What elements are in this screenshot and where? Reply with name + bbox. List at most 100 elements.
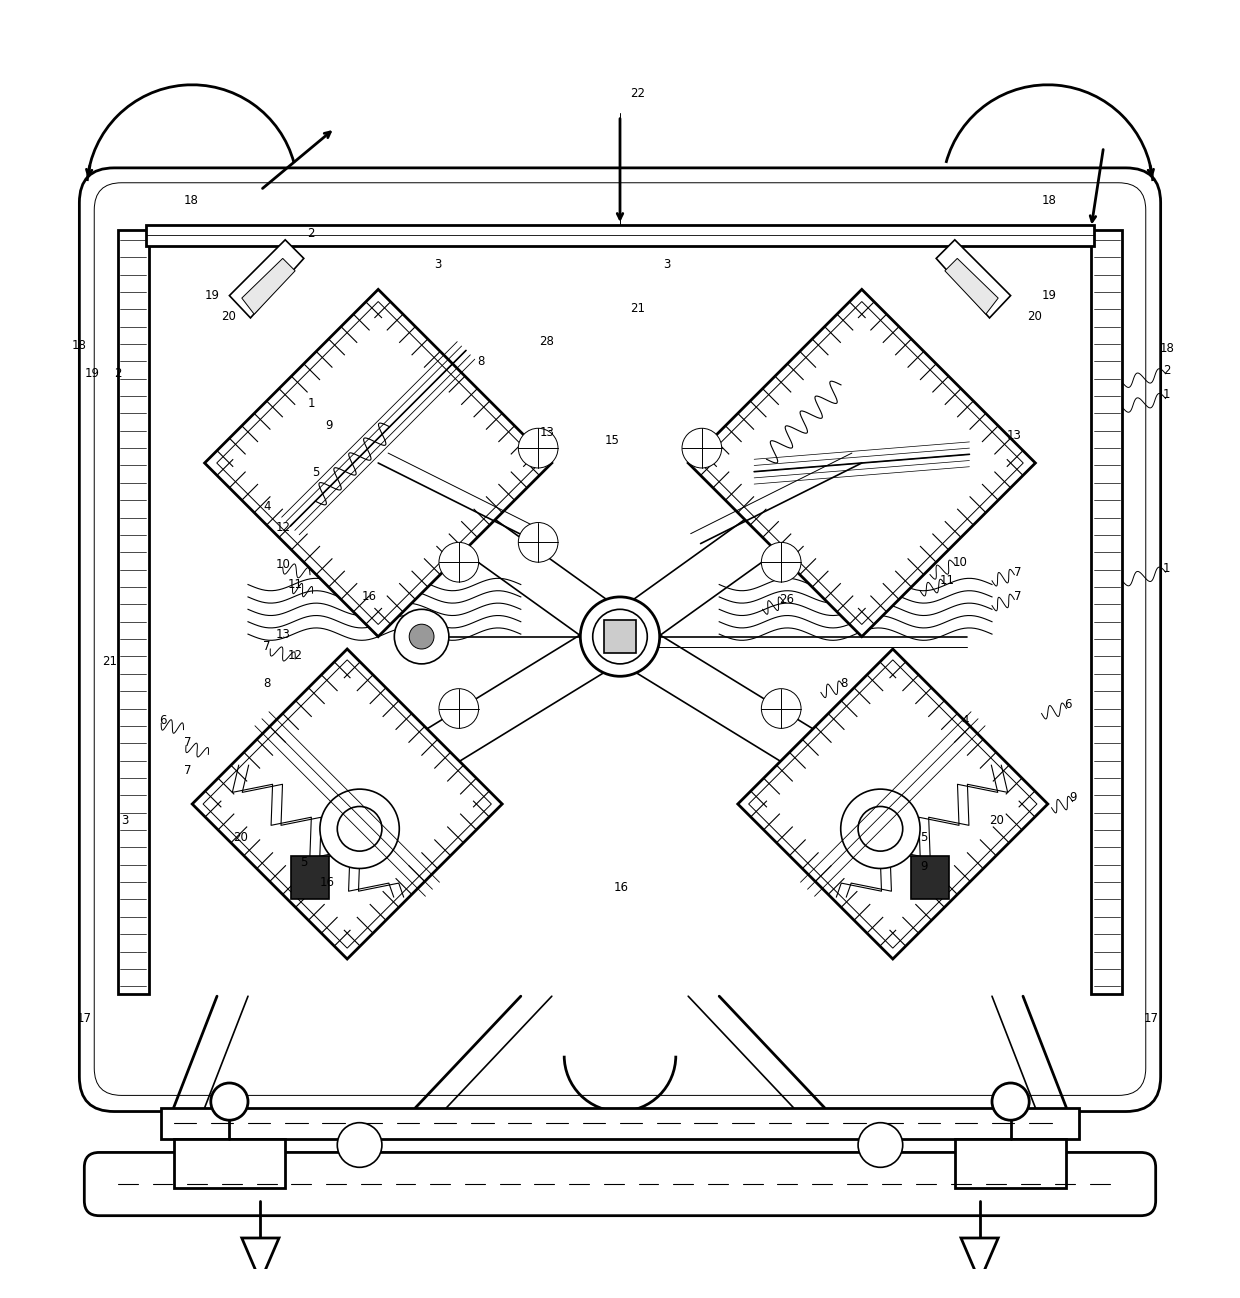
Polygon shape xyxy=(608,445,874,654)
Text: 18: 18 xyxy=(184,193,198,206)
Text: 10: 10 xyxy=(275,558,290,571)
Text: 17: 17 xyxy=(77,1012,92,1025)
Text: 11: 11 xyxy=(288,578,303,591)
Polygon shape xyxy=(955,1138,1066,1189)
Text: 26: 26 xyxy=(779,593,794,606)
Circle shape xyxy=(518,428,558,469)
Circle shape xyxy=(518,523,558,562)
Polygon shape xyxy=(242,258,295,314)
Text: 9: 9 xyxy=(920,859,928,872)
Text: 20: 20 xyxy=(1027,310,1042,323)
Polygon shape xyxy=(205,289,552,636)
Circle shape xyxy=(439,543,479,582)
Text: 12: 12 xyxy=(288,649,303,662)
Text: 1: 1 xyxy=(308,397,315,410)
Text: 1: 1 xyxy=(1163,388,1171,401)
Text: 19: 19 xyxy=(84,367,99,380)
Text: 8: 8 xyxy=(841,678,848,691)
Text: 16: 16 xyxy=(320,876,335,889)
Text: 9: 9 xyxy=(1069,792,1076,805)
Polygon shape xyxy=(911,857,949,900)
Text: 3: 3 xyxy=(122,814,129,827)
Text: 20: 20 xyxy=(233,831,248,844)
Text: 12: 12 xyxy=(275,520,290,533)
Text: 21: 21 xyxy=(630,301,645,314)
Text: 4: 4 xyxy=(961,714,968,727)
Polygon shape xyxy=(161,1107,1079,1138)
Text: 5: 5 xyxy=(312,466,320,479)
FancyBboxPatch shape xyxy=(79,167,1161,1111)
Circle shape xyxy=(320,789,399,868)
Text: 21: 21 xyxy=(102,655,117,668)
Circle shape xyxy=(211,1083,248,1120)
Text: 15: 15 xyxy=(605,434,620,448)
Polygon shape xyxy=(961,1238,998,1281)
Text: 5: 5 xyxy=(920,831,928,844)
Text: 18: 18 xyxy=(72,339,87,352)
Text: 19: 19 xyxy=(1042,289,1056,302)
Polygon shape xyxy=(936,240,1011,318)
Polygon shape xyxy=(291,857,329,900)
Polygon shape xyxy=(242,1238,279,1281)
Text: 16: 16 xyxy=(362,591,377,604)
Circle shape xyxy=(409,624,434,649)
Text: 7: 7 xyxy=(1014,566,1022,579)
Text: 6: 6 xyxy=(1064,698,1071,711)
Text: 2: 2 xyxy=(308,227,315,240)
Text: 7: 7 xyxy=(263,640,270,653)
Polygon shape xyxy=(229,240,304,318)
Text: 22: 22 xyxy=(630,87,645,100)
Text: 8: 8 xyxy=(477,354,485,367)
Text: 11: 11 xyxy=(940,574,955,587)
Text: 20: 20 xyxy=(990,814,1004,827)
Text: 1: 1 xyxy=(1163,562,1171,575)
Text: 13: 13 xyxy=(1007,430,1022,443)
Circle shape xyxy=(858,1123,903,1167)
Circle shape xyxy=(682,428,722,469)
Circle shape xyxy=(761,543,801,582)
Polygon shape xyxy=(336,618,631,823)
Polygon shape xyxy=(738,649,1048,959)
Text: 5: 5 xyxy=(300,855,308,868)
Circle shape xyxy=(841,789,920,868)
FancyBboxPatch shape xyxy=(84,1153,1156,1216)
Polygon shape xyxy=(366,445,632,654)
Text: 19: 19 xyxy=(205,289,219,302)
Circle shape xyxy=(992,1083,1029,1120)
Circle shape xyxy=(337,806,382,851)
Text: 2: 2 xyxy=(1163,363,1171,376)
Polygon shape xyxy=(1091,230,1122,994)
Circle shape xyxy=(439,689,479,728)
Polygon shape xyxy=(688,289,1035,636)
Text: 9: 9 xyxy=(325,419,332,432)
Circle shape xyxy=(394,609,449,663)
Text: 13: 13 xyxy=(275,628,290,641)
Polygon shape xyxy=(174,1138,285,1189)
Text: 3: 3 xyxy=(434,258,441,271)
Circle shape xyxy=(858,806,903,851)
Text: 8: 8 xyxy=(263,678,270,691)
Text: 3: 3 xyxy=(663,258,671,271)
Text: 7: 7 xyxy=(184,736,191,749)
Polygon shape xyxy=(945,258,998,314)
Text: 17: 17 xyxy=(1143,1012,1158,1025)
Polygon shape xyxy=(146,225,1094,247)
Text: 10: 10 xyxy=(952,556,967,569)
Text: 28: 28 xyxy=(539,335,554,348)
Text: 6: 6 xyxy=(159,714,166,727)
Circle shape xyxy=(761,689,801,728)
Text: 20: 20 xyxy=(221,310,236,323)
Circle shape xyxy=(337,1123,382,1167)
Circle shape xyxy=(593,609,647,663)
Circle shape xyxy=(580,597,660,676)
Polygon shape xyxy=(609,618,904,823)
Text: 16: 16 xyxy=(614,880,629,893)
Text: 18: 18 xyxy=(1159,343,1174,356)
Text: 2: 2 xyxy=(114,367,122,380)
Text: 13: 13 xyxy=(539,426,554,439)
Text: 7: 7 xyxy=(1014,591,1022,604)
Text: 4: 4 xyxy=(263,500,270,513)
Polygon shape xyxy=(604,620,636,653)
Text: 18: 18 xyxy=(1042,193,1056,206)
Polygon shape xyxy=(192,649,502,959)
